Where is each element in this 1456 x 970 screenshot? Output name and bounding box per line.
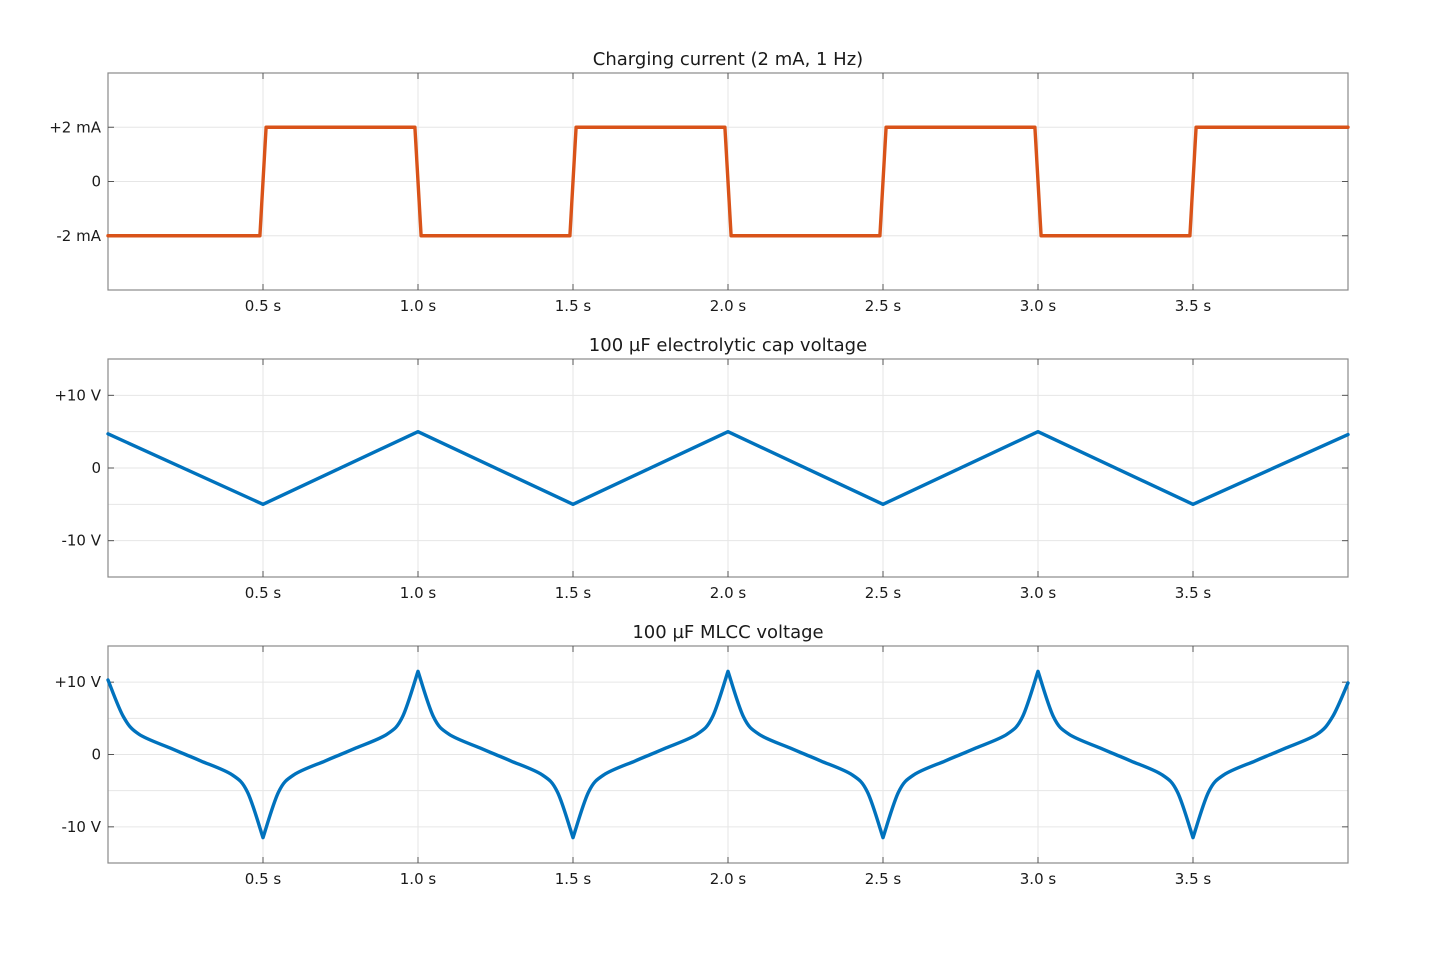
mlcc-voltage-x-tick-label: 1.5 s xyxy=(555,870,592,888)
mlcc-voltage-y-tick-label: +10 V xyxy=(54,673,101,691)
current-y-tick-label: -2 mA xyxy=(56,227,101,245)
electrolytic-voltage-grid xyxy=(108,359,1348,577)
electrolytic-voltage-x-tick-label: 3.5 s xyxy=(1175,584,1212,602)
current-series-line xyxy=(106,125,1350,238)
mlcc-voltage-plot-title: 100 µF MLCC voltage xyxy=(632,622,823,643)
electrolytic-voltage-y-tick-label: 0 xyxy=(91,459,101,477)
electrolytic-voltage-x-tick-label: 3.0 s xyxy=(1020,584,1057,602)
mlcc-voltage-x-tick-label: 0.5 s xyxy=(245,870,282,888)
mlcc-voltage-x-tick-label: 2.5 s xyxy=(865,870,902,888)
current-x-tick-label: 3.5 s xyxy=(1175,297,1212,315)
current-x-tick-label: 2.0 s xyxy=(710,297,747,315)
mlcc-voltage-series-line xyxy=(106,669,1350,840)
mlcc-voltage-x-tick-label: 3.5 s xyxy=(1175,870,1212,888)
current-plot-panel: Charging current (2 mA, 1 Hz) 0.5 s 1.0 s… xyxy=(49,49,1350,315)
electrolytic-voltage-x-tick-label: 1.5 s xyxy=(555,584,592,602)
electrolytic-voltage-x-tick-label: 0.5 s xyxy=(245,584,282,602)
mlcc-voltage-x-tick-label: 3.0 s xyxy=(1020,870,1057,888)
electrolytic-voltage-x-tick-label: 2.0 s xyxy=(710,584,747,602)
electrolytic-voltage-x-tick-label: 2.5 s xyxy=(865,584,902,602)
electrolytic-voltage-plot-panel: 100 µF electrolytic cap voltage 0.5 s 1.0… xyxy=(54,335,1350,602)
mlcc-voltage-y-tick-label: 0 xyxy=(91,746,101,764)
electrolytic-voltage-y-tick-label: +10 V xyxy=(54,386,101,404)
mlcc-voltage-x-tick-label: 1.0 s xyxy=(400,870,437,888)
electrolytic-voltage-y-tick-label: -10 V xyxy=(61,532,101,550)
mlcc-voltage-grid xyxy=(108,646,1348,863)
electrolytic-voltage-x-tick-label: 1.0 s xyxy=(400,584,437,602)
current-x-tick-label: 3.0 s xyxy=(1020,297,1057,315)
electrolytic-voltage-series-line xyxy=(106,429,1350,507)
current-x-tick-label: 0.5 s xyxy=(245,297,282,315)
current-x-tick-label: 2.5 s xyxy=(865,297,902,315)
mlcc-voltage-plot-panel: 100 µF MLCC voltage 0.5 s 1.0 s 1.5 s 2.0 s… xyxy=(54,622,1350,888)
current-y-tick-label: +2 mA xyxy=(49,118,101,136)
current-x-tick-label: 1.5 s xyxy=(555,297,592,315)
current-plot-title: Charging current (2 mA, 1 Hz) xyxy=(593,49,863,70)
current-x-tick-label: 1.0 s xyxy=(400,297,437,315)
mlcc-voltage-x-tick-label: 2.0 s xyxy=(710,870,747,888)
current-y-tick-label: 0 xyxy=(91,173,101,191)
mlcc-voltage-y-tick-label: -10 V xyxy=(61,818,101,836)
electrolytic-voltage-plot-title: 100 µF electrolytic cap voltage xyxy=(589,335,867,356)
